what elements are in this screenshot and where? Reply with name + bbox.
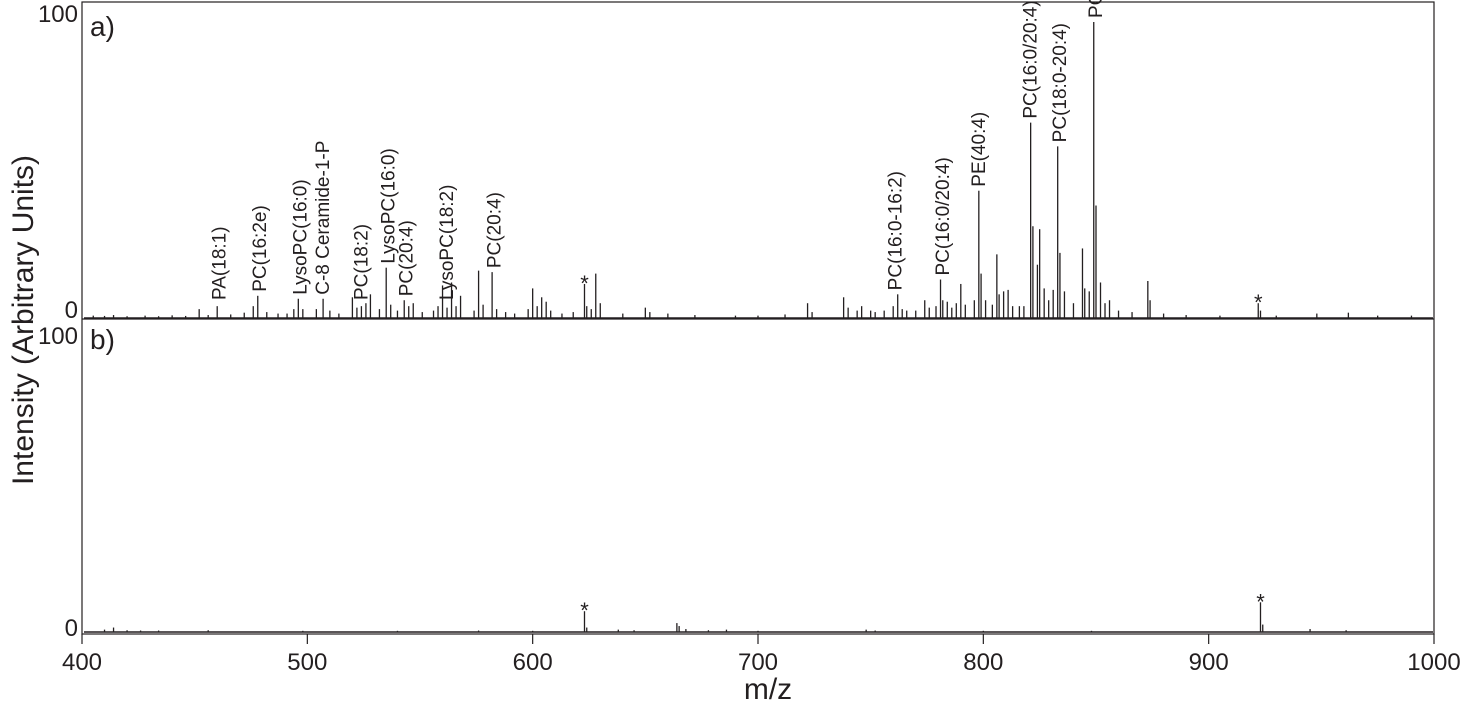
peak-annotation-a: PC(16:0/20:4) bbox=[1021, 0, 1042, 118]
x-tick-label: 900 bbox=[1189, 649, 1229, 676]
peak-annotation-a: PC(18:0-20:4) bbox=[1050, 23, 1071, 142]
y-tick-label-100-a: 100 bbox=[38, 1, 78, 28]
y-tick-label-0-b: 0 bbox=[65, 615, 78, 642]
x-axis-label: m/z bbox=[744, 673, 792, 703]
peak-annotation-a: LysoPC(16:0) bbox=[378, 148, 399, 263]
asterisk-marker-a: * bbox=[1254, 290, 1263, 315]
x-tick-label: 700 bbox=[738, 649, 778, 676]
y-tick-label-100-b: 100 bbox=[38, 323, 78, 350]
peak-annotation-a: PC(18:0-20:4) bbox=[1086, 0, 1107, 18]
panel-label-a: a) bbox=[90, 11, 115, 42]
x-axis: 400 500 600 700 800 900 1000 bbox=[62, 634, 1460, 676]
x-tick-label: 500 bbox=[287, 649, 327, 676]
peak-annotation-a: PC(16:0-16:2) bbox=[885, 171, 906, 290]
x-tick-label: 1000 bbox=[1407, 649, 1460, 676]
asterisk-marker-b: * bbox=[1256, 589, 1265, 614]
x-tick-label: 600 bbox=[513, 649, 553, 676]
peak-annotation-a: PC(16:0/20:4) bbox=[933, 157, 954, 275]
peak-annotation-a: C-8 Ceramide-1-P bbox=[313, 141, 334, 295]
peak-annotation-a: PC(20:4) bbox=[396, 220, 417, 296]
asterisk-marker-a: * bbox=[580, 271, 589, 296]
peak-annotation-a: PA(18:1) bbox=[209, 226, 230, 300]
peak-annotation-a: PC(16:2e) bbox=[250, 205, 271, 292]
y-tick-label-0-a: 0 bbox=[65, 297, 78, 324]
x-tick-label: 400 bbox=[62, 649, 102, 676]
peak-annotation-a: PC(18:2) bbox=[351, 224, 372, 300]
peak-annotation-a: LysoPC(18:2) bbox=[437, 185, 458, 300]
asterisk-marker-b: * bbox=[580, 598, 589, 623]
panel-label-b: b) bbox=[90, 324, 115, 355]
x-tick-label: 800 bbox=[963, 649, 1003, 676]
y-axis-label: Intensity (Arbitrary Units) bbox=[7, 155, 40, 485]
peak-annotation-a: PE(40:4) bbox=[969, 112, 990, 187]
panel-b-spectrum: b) 100 0 * * bbox=[38, 323, 1433, 642]
peak-annotation-a: PC(20:4) bbox=[484, 192, 505, 268]
peak-annotation-a: LysoPC(16:0) bbox=[291, 179, 312, 294]
